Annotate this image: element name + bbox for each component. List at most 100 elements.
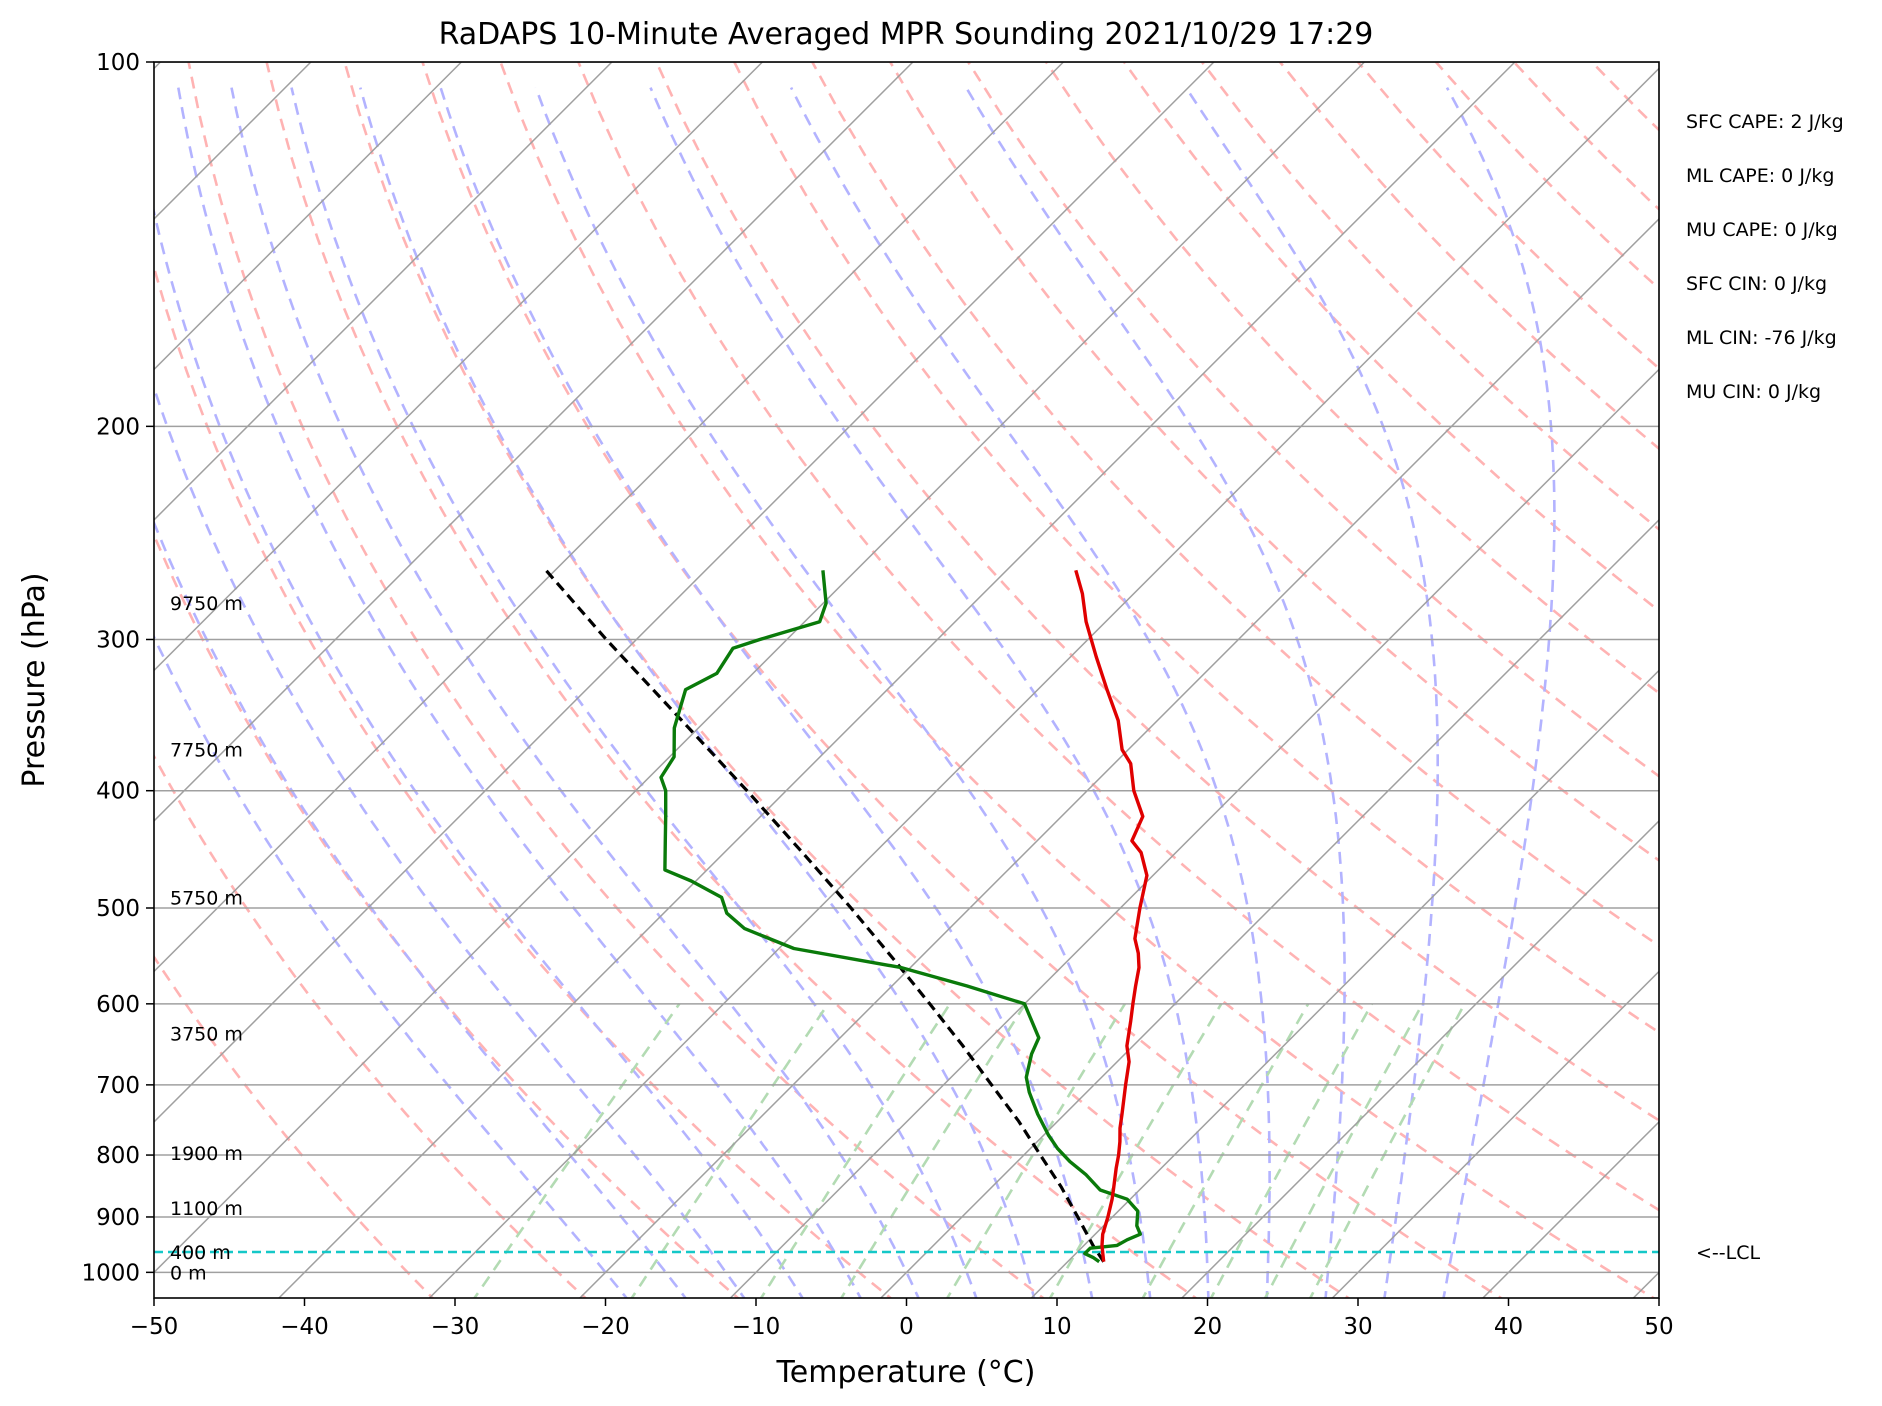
isotherm <box>0 62 10 1303</box>
dry-adiabat <box>154 262 893 1298</box>
x-tick-label: −30 <box>431 1314 480 1340</box>
moist-adiabat <box>290 87 978 1298</box>
mixing-ratio-line <box>1209 1003 1374 1298</box>
index-label: ML CIN: -76 J/kg <box>1686 327 1837 349</box>
isotherm <box>1481 1120 1659 1298</box>
height-label: 5750 m <box>170 887 243 909</box>
dry-adiabat <box>967 62 1659 778</box>
isotherm <box>729 368 1659 1298</box>
height-label: 1900 m <box>170 1143 243 1165</box>
plot-frame <box>153 61 1660 1299</box>
height-label: 0 m <box>170 1262 207 1284</box>
mixing-ratio-line <box>1048 1003 1223 1298</box>
height-label: 400 m <box>170 1242 231 1264</box>
dry-adiabat <box>499 62 1657 1298</box>
y-tick-label: 800 <box>96 1143 140 1169</box>
mixing-ratio-line <box>472 1003 681 1298</box>
background-lines <box>0 62 1882 1303</box>
x-tick-label: −50 <box>130 1314 179 1340</box>
y-tick-label: 1000 <box>81 1260 140 1286</box>
x-tick-label: −20 <box>581 1314 630 1340</box>
isotherm <box>277 62 1516 1298</box>
y-axis-label: Pressure (hPa) <box>17 572 52 787</box>
x-tick-label: −40 <box>280 1314 329 1340</box>
x-tick-label: 10 <box>1042 1314 1071 1340</box>
x-tick-label: 0 <box>899 1314 914 1340</box>
isotherm <box>578 217 1659 1298</box>
y-tick-label: 700 <box>96 1073 140 1099</box>
mixing-ratio-line <box>1141 1003 1310 1298</box>
isotherm <box>879 518 1659 1298</box>
isotherm <box>154 62 613 521</box>
mixing-ratio-line <box>839 1003 1027 1298</box>
isotherm <box>1331 970 1659 1298</box>
mixing-ratio-line <box>759 1003 951 1298</box>
dry-adiabat <box>187 62 1046 1298</box>
moist-adiabat <box>1442 86 1556 1298</box>
x-tick-label: 40 <box>1494 1314 1523 1340</box>
x-tick-label: −10 <box>732 1314 781 1340</box>
moist-adiabat <box>965 86 1346 1298</box>
dry-adiabat <box>1670 62 1882 1303</box>
moist-adiabat <box>154 519 688 1298</box>
chart-title: RaDAPS 10-Minute Averaged MPR Sounding 2… <box>439 17 1374 52</box>
isotherm <box>154 62 914 822</box>
mixing-ratio-line <box>945 1003 1127 1298</box>
height-label: 3750 m <box>170 1024 243 1046</box>
y-tick-label: 400 <box>96 779 140 805</box>
y-tick-label: 600 <box>96 992 140 1018</box>
dewpoint-profile-line <box>659 570 1142 1264</box>
parcel-profile-line <box>544 569 1106 1263</box>
isotherm <box>1180 819 1659 1298</box>
index-label: MU CAPE: 0 J/kg <box>1686 219 1838 241</box>
dry-adiabat <box>811 62 1659 948</box>
isotherm <box>154 62 763 672</box>
mixing-ratio-line <box>1263 1003 1424 1298</box>
stability-indices: SFC CAPE: 2 J/kg ML CAPE: 0 J/kg MU CAPE: … <box>1686 111 1844 403</box>
index-label: SFC CAPE: 2 J/kg <box>1686 111 1844 133</box>
dry-adiabat <box>1278 62 1659 451</box>
mixing-ratio-line <box>1308 1003 1466 1298</box>
moist-adiabat <box>789 87 1271 1298</box>
height-label: 9750 m <box>170 593 243 615</box>
dry-adiabat <box>154 531 740 1298</box>
dry-adiabat <box>1200 62 1659 531</box>
dry-adiabat <box>1123 62 1659 613</box>
y-tick-label: 100 <box>96 50 140 76</box>
isotherm <box>1030 669 1659 1298</box>
isotherm <box>1632 1271 1659 1298</box>
moist-adiabat <box>649 87 1210 1298</box>
isotherm <box>154 62 1064 973</box>
dry-adiabat <box>1045 62 1659 695</box>
index-label: MU CIN: 0 J/kg <box>1686 381 1821 403</box>
height-labels: 9750 m 7750 m 5750 m 3750 m 1900 m 1100 m 400 … <box>170 593 243 1284</box>
x-tick-label: 20 <box>1193 1314 1222 1340</box>
y-tick-label: 500 <box>96 896 140 922</box>
y-axis: 100 200 300 400 500 600 700 800 900 1000 <box>81 50 154 1286</box>
isotherm <box>154 62 462 371</box>
dry-adiabat <box>343 62 1351 1298</box>
height-label: 7750 m <box>170 740 243 762</box>
index-label: SFC CIN: 0 J/kg <box>1686 273 1827 295</box>
x-axis-label: Temperature (°C) <box>776 1355 1036 1390</box>
isotherm <box>154 62 1365 1274</box>
y-tick-label: 300 <box>96 627 140 653</box>
profile-lines <box>544 569 1149 1264</box>
isotherm <box>154 62 1215 1123</box>
moist-adiabat <box>359 87 1036 1298</box>
moist-adiabat <box>154 634 629 1298</box>
x-axis: −50 −40 −30 −20 −10 0 10 20 30 40 50 <box>130 1298 1674 1340</box>
moist-adiabat <box>154 383 746 1298</box>
x-tick-label: 50 <box>1644 1314 1673 1340</box>
lcl-label: <--LCL <box>1696 1242 1760 1264</box>
dry-adiabat <box>1748 62 1882 1303</box>
dry-adiabat <box>1590 62 1659 132</box>
isotherm <box>1779 62 1882 1303</box>
moist-adiabat <box>177 87 863 1298</box>
mixing-ratio-line <box>630 1003 830 1298</box>
moist-adiabat <box>230 87 920 1298</box>
y-tick-label: 200 <box>96 414 140 440</box>
x-tick-label: 30 <box>1343 1314 1372 1340</box>
isotherm <box>428 67 1659 1298</box>
